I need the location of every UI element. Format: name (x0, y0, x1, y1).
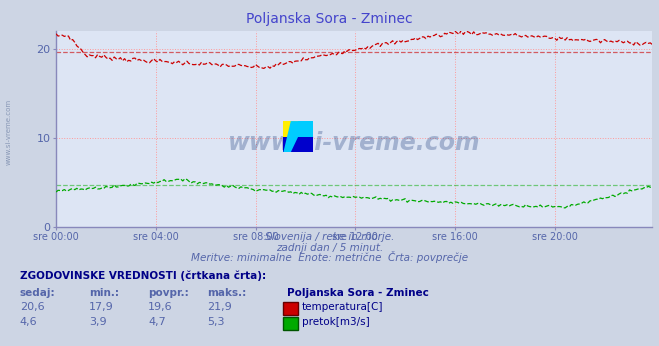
Text: min.:: min.: (89, 288, 119, 298)
Text: ZGODOVINSKE VREDNOSTI (črtkana črta):: ZGODOVINSKE VREDNOSTI (črtkana črta): (20, 270, 266, 281)
Text: Poljanska Sora - Zminec: Poljanska Sora - Zminec (246, 12, 413, 26)
Text: www.si-vreme.com: www.si-vreme.com (5, 98, 12, 165)
Text: 3,9: 3,9 (89, 317, 107, 327)
Text: Slovenija / reke in morje.: Slovenija / reke in morje. (265, 233, 394, 243)
Text: 21,9: 21,9 (208, 302, 233, 312)
Text: 20,6: 20,6 (20, 302, 44, 312)
Text: povpr.:: povpr.: (148, 288, 189, 298)
Text: 17,9: 17,9 (89, 302, 114, 312)
Text: Poljanska Sora - Zminec: Poljanska Sora - Zminec (287, 288, 428, 298)
Text: 4,6: 4,6 (20, 317, 38, 327)
Text: sedaj:: sedaj: (20, 288, 55, 298)
Bar (298, 121, 313, 137)
Polygon shape (283, 121, 306, 152)
Text: 5,3: 5,3 (208, 317, 225, 327)
Text: zadnji dan / 5 minut.: zadnji dan / 5 minut. (276, 243, 383, 253)
Text: 19,6: 19,6 (148, 302, 173, 312)
Text: Meritve: minimalne  Enote: metrične  Črta: povprečje: Meritve: minimalne Enote: metrične Črta:… (191, 251, 468, 263)
Text: maks.:: maks.: (208, 288, 247, 298)
Text: temperatura[C]: temperatura[C] (302, 302, 384, 312)
Text: 4,7: 4,7 (148, 317, 166, 327)
Text: www.si-vreme.com: www.si-vreme.com (228, 130, 480, 155)
Bar (283, 121, 298, 137)
Bar (283, 137, 313, 152)
Text: pretok[m3/s]: pretok[m3/s] (302, 317, 370, 327)
